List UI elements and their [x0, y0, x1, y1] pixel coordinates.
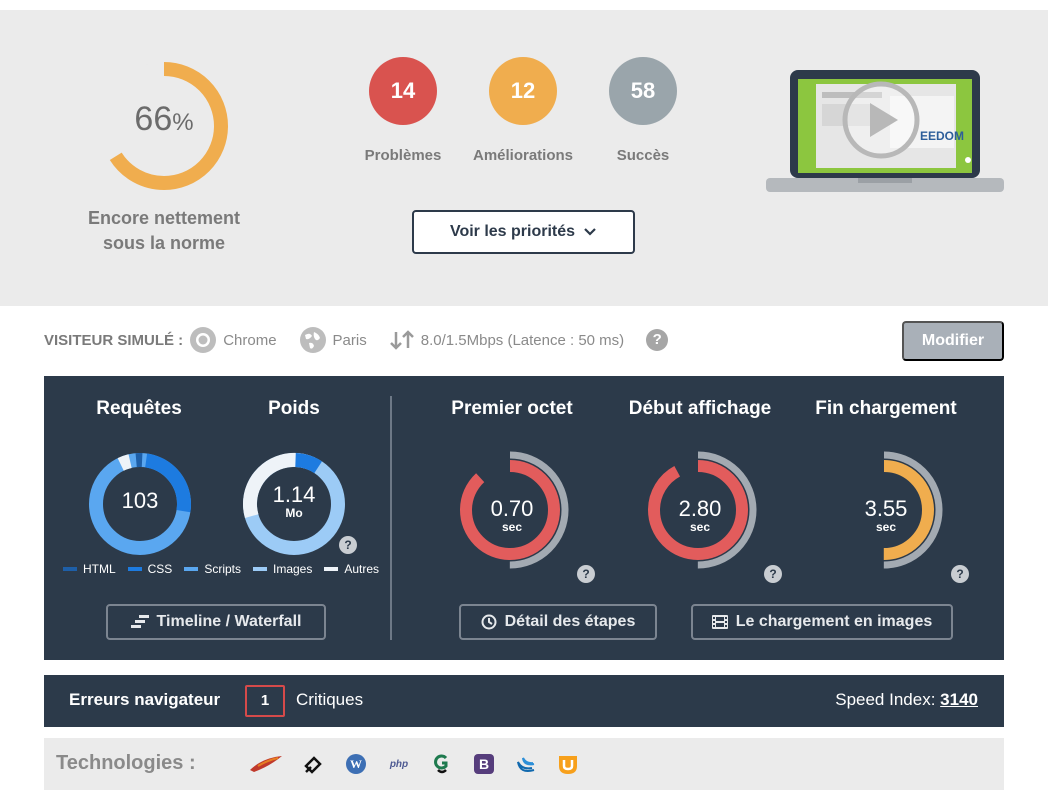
waterfall-icon: [130, 615, 149, 628]
jeedom-icon[interactable]: [302, 752, 326, 776]
svg-text:B: B: [479, 756, 489, 772]
jquery-icon[interactable]: [514, 752, 538, 776]
chevron-down-icon: [584, 228, 596, 236]
apache-feather-icon[interactable]: [248, 752, 284, 776]
start-render-value: 2.80 sec: [678, 496, 722, 534]
visitor-connection: 8.0/1.5Mbps (Latence : 50 ms): [389, 329, 624, 351]
successes-label: Succès: [616, 147, 670, 164]
php-icon[interactable]: php: [386, 752, 412, 776]
gauge-target-ring: [828, 451, 943, 569]
improvements-label: Améliorations: [472, 147, 574, 164]
successes-count: 58: [609, 57, 677, 125]
speed-index: Speed Index: 3140: [835, 690, 978, 709]
svg-text:W: W: [350, 757, 362, 771]
browser-errors-bar: Erreurs navigateur 1 Critiques Speed Ind…: [44, 675, 1004, 727]
requests-title: Requêtes: [96, 398, 182, 419]
score-value: 66%: [134, 100, 194, 138]
panel-divider: [390, 396, 392, 640]
metrics-panel: Requêtes Poids 103 1.14 Mo ? HTML CSS Sc…: [44, 376, 1004, 660]
stat-problems[interactable]: 14 Problèmes: [348, 57, 458, 164]
weight-value: 1.14 Mo: [272, 482, 316, 520]
start-render-help-icon[interactable]: ?: [764, 565, 782, 583]
video-brand-text: EEDOM: [920, 129, 964, 143]
legend-images: Images: [253, 562, 312, 576]
svg-text:php: php: [389, 759, 408, 770]
errors-count[interactable]: 1: [245, 685, 285, 717]
legend-autres: Autres: [324, 562, 379, 576]
visitor-browser: Chrome: [189, 326, 277, 354]
step-details-button[interactable]: Détail des étapes: [459, 604, 657, 640]
errors-title: Erreurs navigateur: [69, 690, 221, 709]
technology-icons: W php B: [248, 752, 580, 776]
load-end-gauge: [828, 451, 943, 569]
errors-level: Critiques: [296, 690, 364, 709]
start-render-gauge: [642, 451, 757, 569]
resource-legend: HTML CSS Scripts Images Autres: [62, 562, 379, 576]
stat-improvements[interactable]: 12 Améliorations: [468, 57, 578, 164]
visitor-help-icon[interactable]: ?: [646, 329, 669, 351]
film-icon: [711, 615, 728, 629]
problems-count: 14: [369, 57, 437, 125]
gauge-target-ring: [454, 451, 569, 569]
first-byte-value: 0.70 sec: [490, 496, 534, 534]
score-caption: Encore nettement sous la norme: [87, 208, 241, 253]
browser-label: Chrome: [223, 331, 277, 349]
legend-html: HTML: [62, 562, 116, 576]
gauge-value-arc: [648, 460, 748, 560]
gauge-value-arc: [460, 460, 560, 560]
technologies-bar: Technologies : W php B: [44, 738, 1004, 790]
visitor-title: VISITEUR SIMULÉ :: [44, 331, 184, 349]
visitor-location: Paris: [299, 326, 367, 354]
load-end-title: Fin chargement: [815, 398, 957, 419]
legend-scripts: Scripts: [184, 562, 241, 576]
chrome-icon: [190, 327, 217, 353]
first-byte-help-icon[interactable]: ?: [577, 565, 595, 583]
location-label: Paris: [332, 331, 367, 349]
problems-label: Problèmes: [364, 147, 442, 164]
first-byte-title: Premier octet: [451, 398, 573, 419]
filmstrip-button[interactable]: Le chargement en images: [691, 604, 953, 640]
priorities-button-label: Voir les priorités: [449, 223, 576, 240]
modify-button[interactable]: Modifier: [902, 321, 1004, 361]
wordpress-icon[interactable]: W: [344, 752, 368, 776]
gsap-icon[interactable]: [430, 752, 454, 776]
bandwidth-arrows-icon: [389, 330, 414, 350]
improvements-count: 12: [489, 57, 557, 125]
weight-donut: [243, 452, 345, 555]
start-render-title: Début affichage: [628, 398, 772, 419]
priorities-button[interactable]: Voir les priorités: [412, 210, 635, 254]
legend-css: CSS: [127, 562, 172, 576]
gauge-value-arc: [834, 460, 934, 560]
visitor-settings: VISITEUR SIMULÉ : Chrome Paris 8.0/1.5Mb…: [44, 322, 1004, 358]
globe-icon: [299, 327, 326, 353]
clock-icon: [481, 614, 497, 630]
requests-value-label: 103: [121, 488, 159, 513]
load-end-value: 3.55 sec: [864, 496, 908, 534]
stat-successes[interactable]: 58 Succès: [588, 57, 698, 164]
first-byte-gauge: [454, 451, 569, 569]
technologies-title: Technologies :: [56, 752, 196, 774]
speed-index-value[interactable]: 3140: [940, 690, 978, 709]
timeline-waterfall-button[interactable]: Timeline / Waterfall: [106, 604, 326, 640]
load-end-help-icon[interactable]: ?: [951, 565, 969, 583]
uikit-icon[interactable]: [556, 752, 580, 776]
connection-label: 8.0/1.5Mbps (Latence : 50 ms): [420, 331, 625, 349]
bootstrap-icon[interactable]: B: [472, 752, 496, 776]
weight-title: Poids: [268, 398, 320, 419]
requests-donut: [89, 452, 191, 555]
score-gauge: [100, 62, 228, 190]
weight-help-icon[interactable]: ?: [339, 536, 357, 554]
video-thumbnail[interactable]: EEDOM: [766, 70, 1004, 194]
gauge-target-ring: [642, 451, 757, 569]
